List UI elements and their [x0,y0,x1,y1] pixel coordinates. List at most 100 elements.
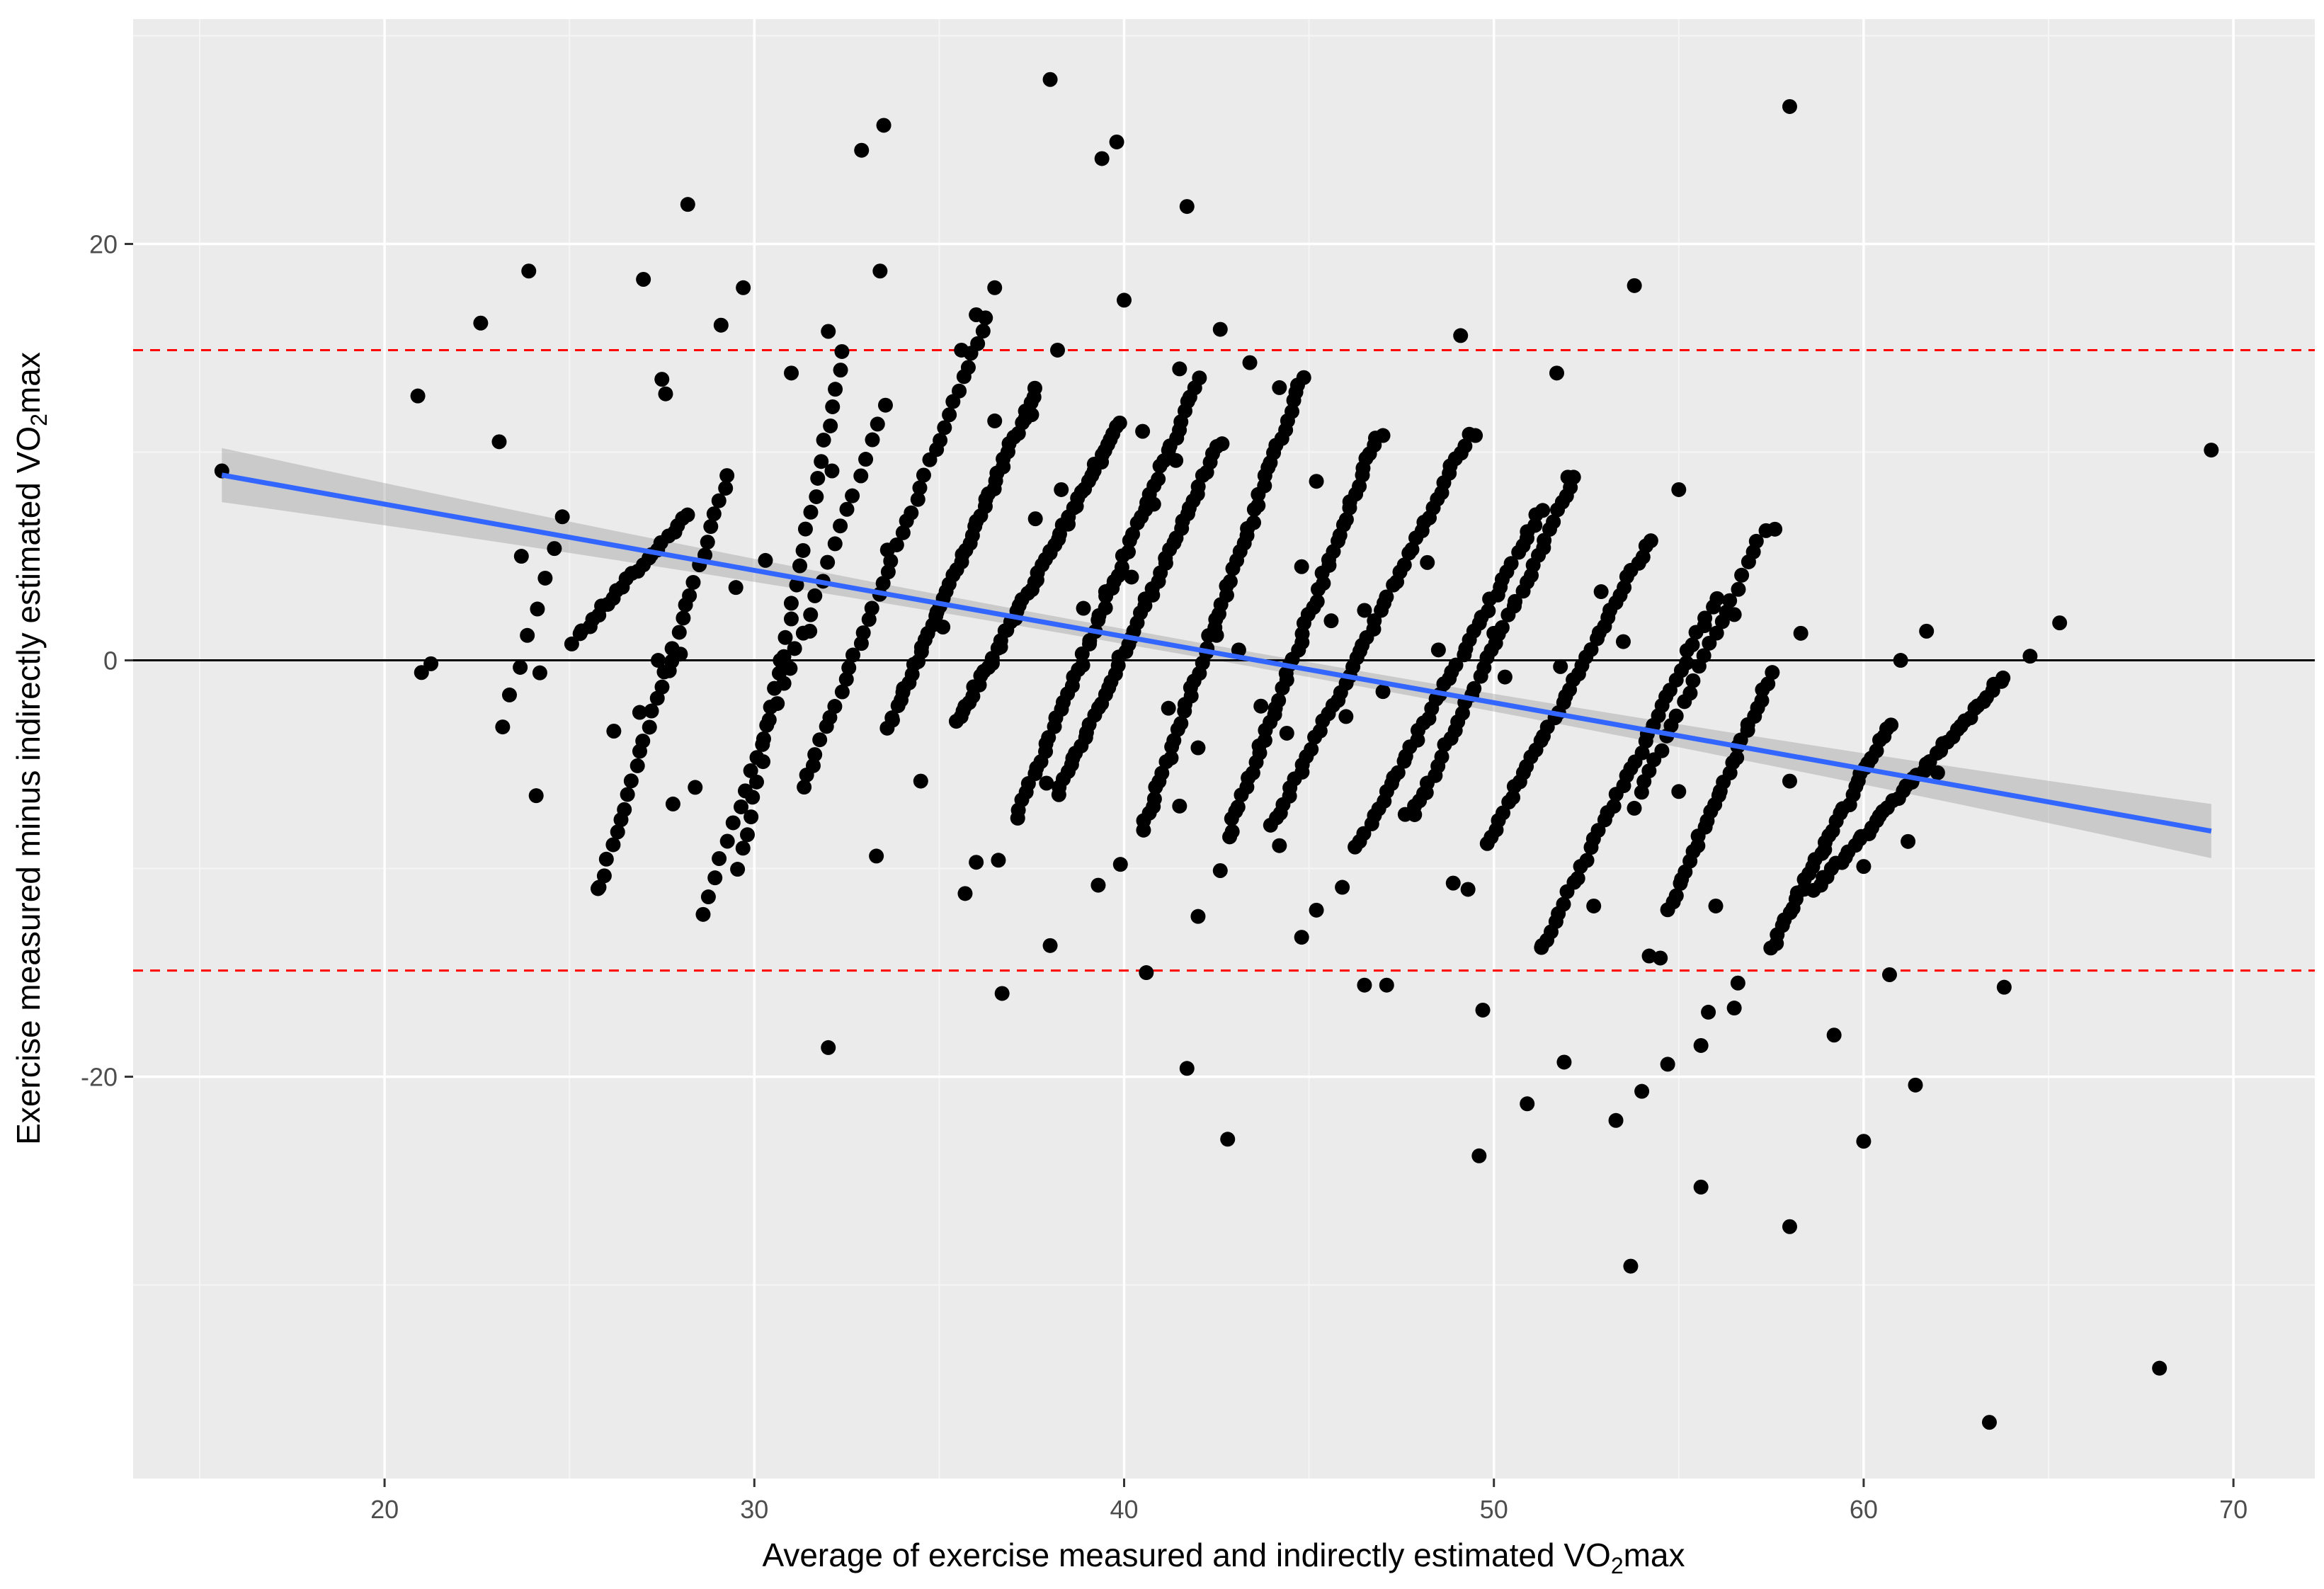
data-point [787,641,802,656]
data-point [1608,1112,1624,1128]
data-point [1748,533,1764,549]
data-point [1420,554,1435,570]
data-point [1593,584,1609,600]
data-point [1641,763,1657,779]
data-point [994,986,1010,1001]
data-point [1434,749,1449,765]
data-point [777,630,793,645]
x-tick-label: 60 [1850,1495,1878,1524]
y-tick-label: 0 [103,647,118,676]
data-point [767,680,782,696]
data-point [1754,693,1770,708]
data-point [803,504,819,520]
data-point [823,418,838,433]
data-point [834,343,850,359]
data-point [1553,659,1568,674]
data-point [1505,790,1521,805]
data-point [685,574,701,590]
data-point [1296,370,1311,385]
data-point [1634,745,1650,761]
y-tick-label: 20 [89,230,118,259]
data-point [1765,665,1780,680]
data-point [824,463,840,479]
data-point [1379,589,1394,605]
data-point [707,870,723,886]
data-point [1109,134,1124,149]
data-point [654,679,670,695]
data-point [1309,902,1324,918]
data-point [1556,896,1571,912]
data-point [1893,653,1908,668]
data-point [1701,1004,1716,1020]
data-point [763,700,778,715]
data-point [884,710,900,726]
data-point [730,862,746,877]
data-point [501,687,517,702]
data-point [937,420,952,435]
data-point [758,552,773,568]
data-point [1734,567,1750,583]
x-axis-title: Average of exercise measured and indirec… [762,1537,1685,1578]
data-point [1760,676,1776,692]
data-point [1212,862,1228,878]
data-point [889,537,904,552]
data-point [1466,680,1482,696]
data-point [1685,637,1700,653]
data-point [1627,800,1642,816]
data-point [872,263,888,279]
data-point [521,263,537,279]
data-point [1453,328,1469,343]
data-point [1494,620,1510,635]
data-point [1908,1077,1923,1093]
data-point [1179,1061,1195,1076]
data-point [636,272,651,287]
data-point [1075,657,1090,673]
data-point [969,855,984,870]
data-point [1471,1148,1487,1163]
data-point [1537,532,1552,548]
data-point [845,488,860,503]
data-point [606,724,622,739]
data-point [1793,625,1808,641]
data-point [810,470,826,486]
data-point [605,837,621,853]
data-point [1758,523,1774,538]
data-point [1682,685,1698,701]
data-point [745,790,761,805]
data-point [978,310,993,326]
data-point [1192,370,1207,386]
data-point [861,612,877,627]
data-point [1481,603,1496,619]
data-point [564,636,579,651]
data-point [795,625,811,641]
data-point [933,433,948,448]
data-point [537,570,553,586]
data-point [1462,426,1477,442]
data-point [1309,594,1325,610]
data-point [1430,642,1446,658]
data-point [825,399,841,414]
data-point [410,388,426,404]
data-point [1579,853,1595,868]
data-point [2152,1360,2168,1376]
data-point [620,787,635,802]
y-axis-title-main: Exercise measured minus indirectly estim… [10,426,47,1145]
data-point [839,501,855,517]
data-point [828,382,843,397]
data-point [1729,750,1745,765]
data-point [1930,765,1945,780]
data-point [1242,355,1258,370]
data-point [1475,1002,1491,1018]
data-point [1508,593,1523,609]
data-point [1190,740,1206,756]
data-point [1179,199,1195,215]
data-point [875,576,891,591]
data-point [1722,593,1738,608]
data-point [1404,542,1420,557]
data-point [833,518,848,534]
data-point [1098,600,1113,615]
data-point [610,824,625,840]
data-point [1367,431,1383,446]
data-point [858,452,874,467]
data-point [1586,898,1602,913]
